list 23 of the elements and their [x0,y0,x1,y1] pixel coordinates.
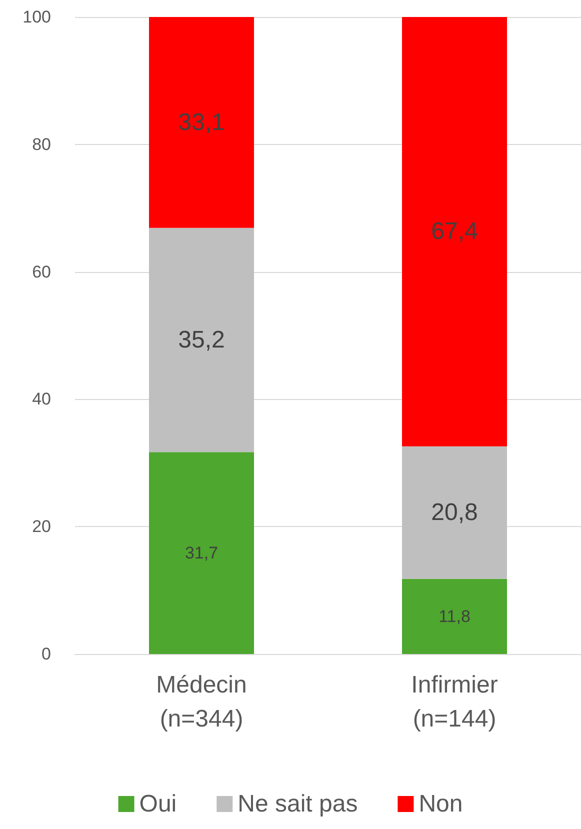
data-label: 33,1 [178,108,225,136]
bar [402,17,507,446]
y-tick-label: 0 [42,644,51,664]
data-label: 35,2 [178,326,225,354]
legend-label: Non [418,790,463,818]
x-tick-label: Infirmier (n=144) [411,672,498,732]
x-tick-label: Médecin (n=344) [156,672,247,732]
y-tick-label: 80 [32,134,51,154]
data-label: 20,8 [431,499,478,526]
y-tick-label: 60 [32,262,51,282]
legend-label: Ne sait pas [238,790,358,818]
bar [149,452,254,654]
y-tick-label: 20 [32,517,51,536]
data-label: 67,4 [431,218,478,246]
y-tick-label: 40 [32,390,51,409]
y-tick-label: 100 [22,8,51,26]
bar [402,446,507,579]
bar [149,17,254,228]
data-label: 11,8 [438,606,470,626]
bar [402,578,507,654]
data-label: 31,7 [184,544,218,563]
legend-label: Oui [139,790,177,818]
bar [149,228,254,452]
